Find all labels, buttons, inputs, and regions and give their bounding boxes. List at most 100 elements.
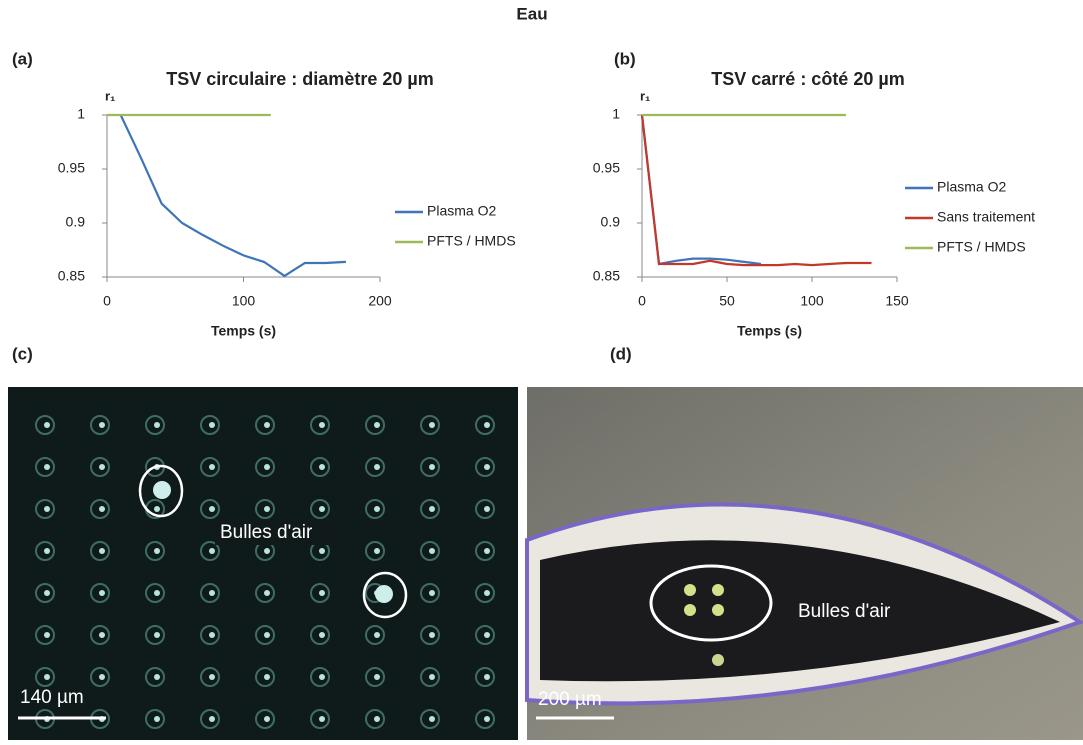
via <box>35 625 55 645</box>
bubble <box>153 481 171 499</box>
via-core <box>429 590 435 596</box>
via-core <box>374 674 380 680</box>
via <box>310 625 330 645</box>
via <box>475 583 495 603</box>
via <box>255 667 275 687</box>
via-core <box>374 632 380 638</box>
via <box>310 415 330 435</box>
via <box>420 583 440 603</box>
scale-label: 200 µm <box>538 689 602 710</box>
via-core <box>209 422 215 428</box>
photo-bg <box>8 387 518 740</box>
via-core <box>374 464 380 470</box>
via <box>35 667 55 687</box>
via-core <box>209 632 215 638</box>
via-core <box>99 590 105 596</box>
via-core <box>44 506 50 512</box>
series-line <box>119 114 346 278</box>
x-axis-label: Temps (s) <box>737 323 802 339</box>
bubble <box>712 604 724 616</box>
via <box>145 541 165 561</box>
y-tick-label: 0.85 <box>593 268 620 284</box>
bubble <box>375 585 393 603</box>
bubble <box>712 584 724 596</box>
bubble <box>684 604 696 616</box>
via <box>255 415 275 435</box>
via-core <box>319 632 325 638</box>
via-core <box>154 590 160 596</box>
via <box>200 709 220 729</box>
via <box>475 709 495 729</box>
via-core <box>209 464 215 470</box>
via-core <box>154 422 160 428</box>
x-tick-label: 200 <box>368 293 392 309</box>
via-core <box>154 716 160 722</box>
via-core <box>44 464 50 470</box>
panel-label: (b) <box>614 49 636 68</box>
via-core <box>264 464 270 470</box>
via-core <box>209 590 215 596</box>
via-core <box>154 548 160 554</box>
via <box>475 541 495 561</box>
y-tick-label: 0.9 <box>601 214 621 230</box>
legend-label: Sans traitement <box>937 209 1035 225</box>
via-core <box>484 674 490 680</box>
via <box>255 583 275 603</box>
via <box>475 415 495 435</box>
via <box>35 583 55 603</box>
legend-label: PFTS / HMDS <box>427 233 516 249</box>
via-core <box>484 464 490 470</box>
via-core <box>264 548 270 554</box>
bubble <box>712 654 724 666</box>
via <box>365 415 385 435</box>
via-core <box>44 590 50 596</box>
via <box>365 457 385 477</box>
x-axis-label: Temps (s) <box>211 323 276 339</box>
label-bg <box>215 519 350 545</box>
via <box>90 583 110 603</box>
x-tick-label: 0 <box>638 293 646 309</box>
via <box>145 625 165 645</box>
via <box>255 499 275 519</box>
via-core <box>264 674 270 680</box>
figure-title: Eau <box>516 4 547 23</box>
x-tick-label: 100 <box>232 293 256 309</box>
via <box>365 499 385 519</box>
via-core <box>429 548 435 554</box>
via-core <box>264 422 270 428</box>
via <box>90 667 110 687</box>
y-tick-label: 1 <box>612 106 620 122</box>
via-core <box>209 506 215 512</box>
via <box>90 499 110 519</box>
via-core <box>319 590 325 596</box>
via <box>90 457 110 477</box>
via-core <box>264 590 270 596</box>
via <box>420 541 440 561</box>
via <box>90 625 110 645</box>
x-tick-label: 150 <box>885 293 909 309</box>
via-core <box>44 674 50 680</box>
panel-label: (a) <box>12 49 33 68</box>
via <box>145 583 165 603</box>
legend-label: PFTS / HMDS <box>937 239 1026 255</box>
via <box>200 583 220 603</box>
via-core <box>484 548 490 554</box>
via-core <box>374 422 380 428</box>
via <box>420 457 440 477</box>
via <box>145 415 165 435</box>
legend-label: Plasma O2 <box>937 179 1006 195</box>
y-axis-label: r₁ <box>640 88 650 103</box>
via-core <box>429 506 435 512</box>
via-core <box>154 674 160 680</box>
via-core <box>44 548 50 554</box>
via-core <box>99 632 105 638</box>
series-line <box>640 114 762 266</box>
y-tick-label: 0.95 <box>58 160 85 176</box>
via <box>255 709 275 729</box>
via-core <box>319 506 325 512</box>
via <box>365 667 385 687</box>
via-core <box>99 464 105 470</box>
via-core <box>264 506 270 512</box>
via <box>310 499 330 519</box>
annotation-ellipse <box>649 564 773 642</box>
